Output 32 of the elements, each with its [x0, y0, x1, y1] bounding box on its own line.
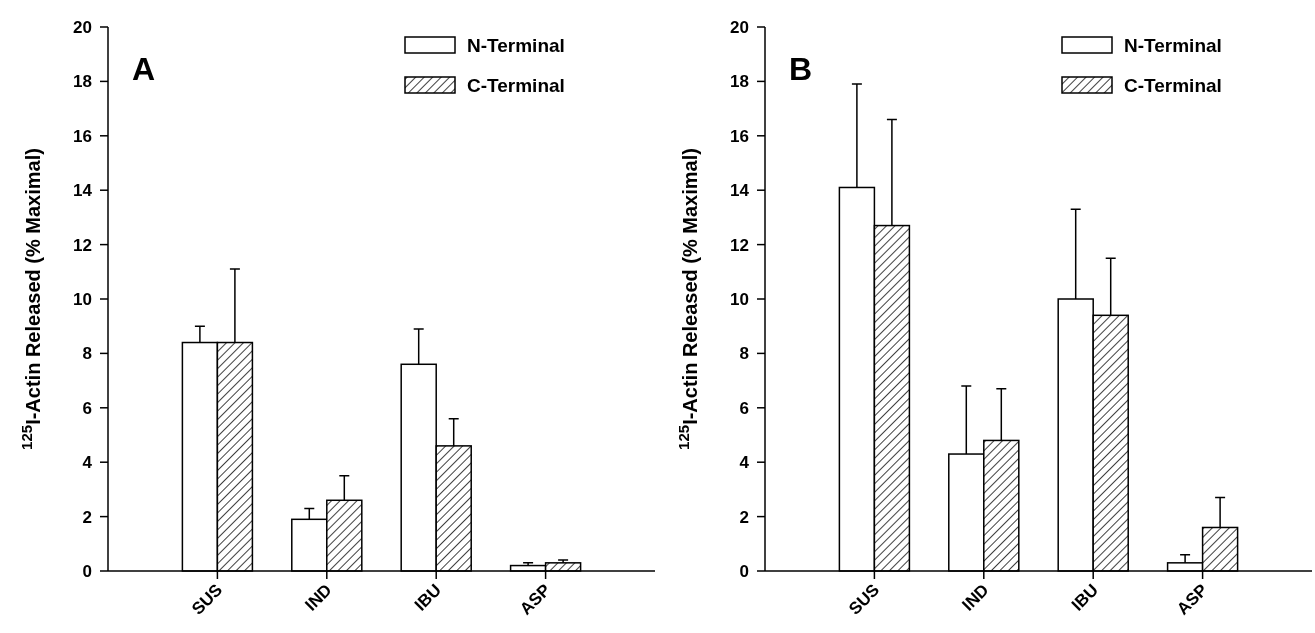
- y-tick-label: 6: [739, 398, 749, 418]
- y-tick-label: 10: [730, 289, 749, 309]
- y-tick-label: 12: [73, 235, 92, 255]
- y-tick-label: 16: [73, 126, 92, 146]
- y-tick-label: 14: [730, 181, 750, 201]
- y-tick-label: 8: [739, 344, 749, 364]
- y-tick-label: 16: [730, 126, 749, 146]
- y-tick-label: 6: [82, 398, 92, 418]
- y-tick-label: 4: [739, 453, 750, 473]
- y-tick-label: 20: [73, 17, 92, 37]
- x-tick-label: IND: [958, 580, 993, 615]
- text: B: [789, 51, 813, 87]
- y-tick-label: 18: [73, 72, 92, 92]
- x-tick-label: IBU: [410, 580, 446, 615]
- y-tick-label: 8: [82, 344, 92, 364]
- text: A: [132, 51, 156, 87]
- y-tick-label: 12: [730, 235, 749, 255]
- legend-label: N-Terminal: [1124, 34, 1222, 56]
- x-tick-label: IBU: [1067, 580, 1103, 615]
- y-tick-label: 0: [82, 561, 92, 581]
- legend-label: C-Terminal: [1124, 74, 1222, 96]
- y-tick-label: 2: [82, 507, 92, 527]
- y-tick-label: 10: [73, 289, 92, 309]
- y-tick-label: 18: [730, 72, 749, 92]
- y-tick-label: 14: [73, 181, 93, 201]
- x-tick-label: IND: [301, 580, 336, 615]
- legend-label: N-Terminal: [467, 34, 565, 56]
- y-tick-label: 2: [739, 507, 749, 527]
- y-tick-label: 4: [82, 453, 93, 473]
- legend-label: C-Terminal: [467, 74, 565, 96]
- y-tick-label: 0: [739, 561, 749, 581]
- y-tick-label: 20: [730, 17, 749, 37]
